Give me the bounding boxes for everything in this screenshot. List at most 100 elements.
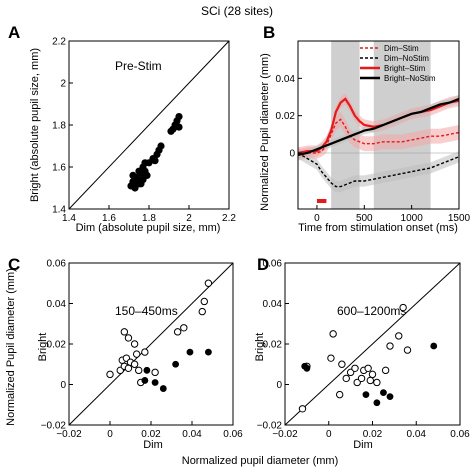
panel-d-filled-point: [430, 342, 438, 350]
panel-c-open-point: [132, 350, 141, 358]
panel-d-filled-point: [373, 399, 381, 407]
panel-d-xtick-label: 0.04: [407, 429, 427, 440]
panel-b-xtick-label: 500: [356, 213, 373, 224]
panel-d-open-point: [327, 354, 335, 362]
panel-d-open-point: [403, 346, 412, 354]
panel-d-open-point: [395, 332, 403, 340]
panel-c-open-point: [173, 328, 182, 336]
panel-c-ytick-label: 0.02: [47, 340, 67, 351]
panel-c-open-point: [135, 366, 143, 375]
panel-b-ytick-label: 0.04: [276, 74, 296, 85]
panel-a-unity-line: [68, 40, 230, 210]
panel-d-xlabel: Dim: [353, 439, 373, 451]
panel-c-filled-point: [205, 348, 212, 356]
panel-d-open-point: [366, 376, 375, 385]
panel-d-xtick-label: 0: [326, 429, 332, 440]
panel-c-filled-point: [172, 360, 180, 368]
panel-a-point: [143, 171, 151, 179]
panel-b-xtick-label: 0: [314, 213, 320, 224]
panel-a-ytick-label: 1.6: [52, 163, 66, 174]
panel-d-xtick-label: 0.06: [450, 429, 470, 440]
panel-d-open-point: [338, 360, 346, 368]
panel-a-point: [131, 176, 139, 184]
panel-c-filled-point: [141, 377, 149, 384]
panel-c-xtick-label: −0.02: [56, 429, 82, 440]
panel-a-point: [151, 157, 159, 165]
panel-c-xlabel: Dim: [143, 439, 163, 451]
panel-c-annotation: 150–450ms: [115, 304, 178, 318]
panel-a-annotation: Pre-Stim: [115, 59, 162, 73]
panel-c-filled-point: [143, 366, 151, 374]
panel-d-ylabel: Bright: [254, 333, 266, 362]
panel-d-open-point: [351, 364, 359, 372]
panel-b-xtick-label: 1000: [401, 213, 424, 224]
panel-c-open-point: [180, 324, 188, 332]
panel-d-open-point: [298, 405, 307, 413]
panel-c-ytick-label: 0.06: [47, 259, 67, 270]
panel-a-ytick-label: 1.8: [52, 121, 66, 132]
panel-c-ytick-label: −0.02: [41, 421, 67, 432]
panel-d-open-point: [329, 330, 337, 338]
panel-a-ylabel: Bright (absolute pupil size, mm): [29, 48, 41, 202]
panel-c-ytick-label: 0: [60, 380, 66, 391]
panel-d-open-point: [381, 366, 390, 375]
panel-d-open-point: [335, 390, 344, 399]
panel-d-open-point: [386, 342, 394, 350]
panel-b-xtick-label: 1500: [448, 213, 471, 224]
panel-d-open-point: [368, 370, 377, 379]
panel-d-unity-line: [284, 262, 461, 426]
panel-b-legend-label: Dim–Stim: [384, 44, 419, 53]
panel-d-open-point: [364, 364, 372, 372]
panel-d-open-point: [353, 378, 361, 387]
panel-d-ytick-label: 0: [276, 380, 282, 391]
panel-label-c: C: [8, 255, 20, 274]
panel-d-open-point: [357, 374, 366, 383]
panel-c-open-point: [124, 334, 133, 342]
panel-c-filled-point: [151, 379, 159, 386]
panel-d-filled-point: [380, 389, 387, 396]
panel-b-legend-label: Dim–NoStim: [384, 54, 429, 63]
panel-d-xtick-label: 0.02: [363, 429, 383, 440]
panel-d-open-point: [342, 374, 350, 383]
panel-d-open-point: [373, 378, 381, 387]
panel-d-xtick-label: −0.02: [272, 429, 298, 440]
panel-b-ytick-label: 0: [289, 149, 295, 160]
panel-c-open-point: [151, 368, 159, 377]
panel-c-open-point: [120, 328, 129, 336]
panel-a-xlabel: Dim (absolute pupil size, mm): [76, 222, 221, 234]
panel-a-xtick-label: 2.2: [222, 213, 236, 224]
panel-c-xtick-label: 0.06: [223, 429, 243, 440]
panel-a-xtick-label: 1.8: [142, 213, 156, 224]
panel-c-xtick-label: 0: [107, 429, 113, 440]
panel-a-ytick-label: 1.4: [52, 205, 66, 216]
panel-b-stim-bar: [316, 199, 327, 203]
panel-d-ytick-label: 0.02: [263, 340, 283, 351]
panel-b-ytick-label: 0.02: [276, 111, 296, 122]
panel-label-d: D: [257, 255, 269, 274]
panel-c-open-point: [198, 307, 206, 316]
panel-c-open-point: [106, 370, 114, 379]
panel-c-xtick-label: 0.02: [141, 429, 161, 440]
shared-ylabel: Normalized Pupil diameter (mm): [5, 268, 17, 426]
panel-b-series-line: [297, 97, 460, 156]
panel-a-point: [137, 180, 145, 188]
panel-c-open-point: [130, 340, 139, 348]
panel-a-ytick-label: 2: [60, 79, 66, 90]
panel-c-filled-point: [186, 348, 194, 356]
panel-b-xlabel: Time from stimulation onset (ms): [298, 222, 458, 234]
panel-d-open-point: [399, 303, 407, 312]
panel-c-open-point: [141, 348, 149, 356]
panel-d-annotation: 600–1200ms: [337, 304, 406, 318]
panel-a-point: [175, 123, 183, 131]
panel-b-series-line: [297, 118, 460, 156]
panel-d-ytick-label: 0.04: [263, 299, 283, 310]
panel-d-open-point: [346, 368, 355, 377]
panel-c-unity-line: [68, 262, 234, 426]
panel-b-series-band: [298, 111, 459, 161]
panel-c-open-point: [130, 360, 139, 368]
panel-d-filled-point: [386, 393, 394, 401]
panel-d-ytick-label: 0.06: [263, 259, 283, 270]
panel-b-axes-box: [297, 40, 460, 210]
panel-b-series-band: [298, 147, 459, 193]
